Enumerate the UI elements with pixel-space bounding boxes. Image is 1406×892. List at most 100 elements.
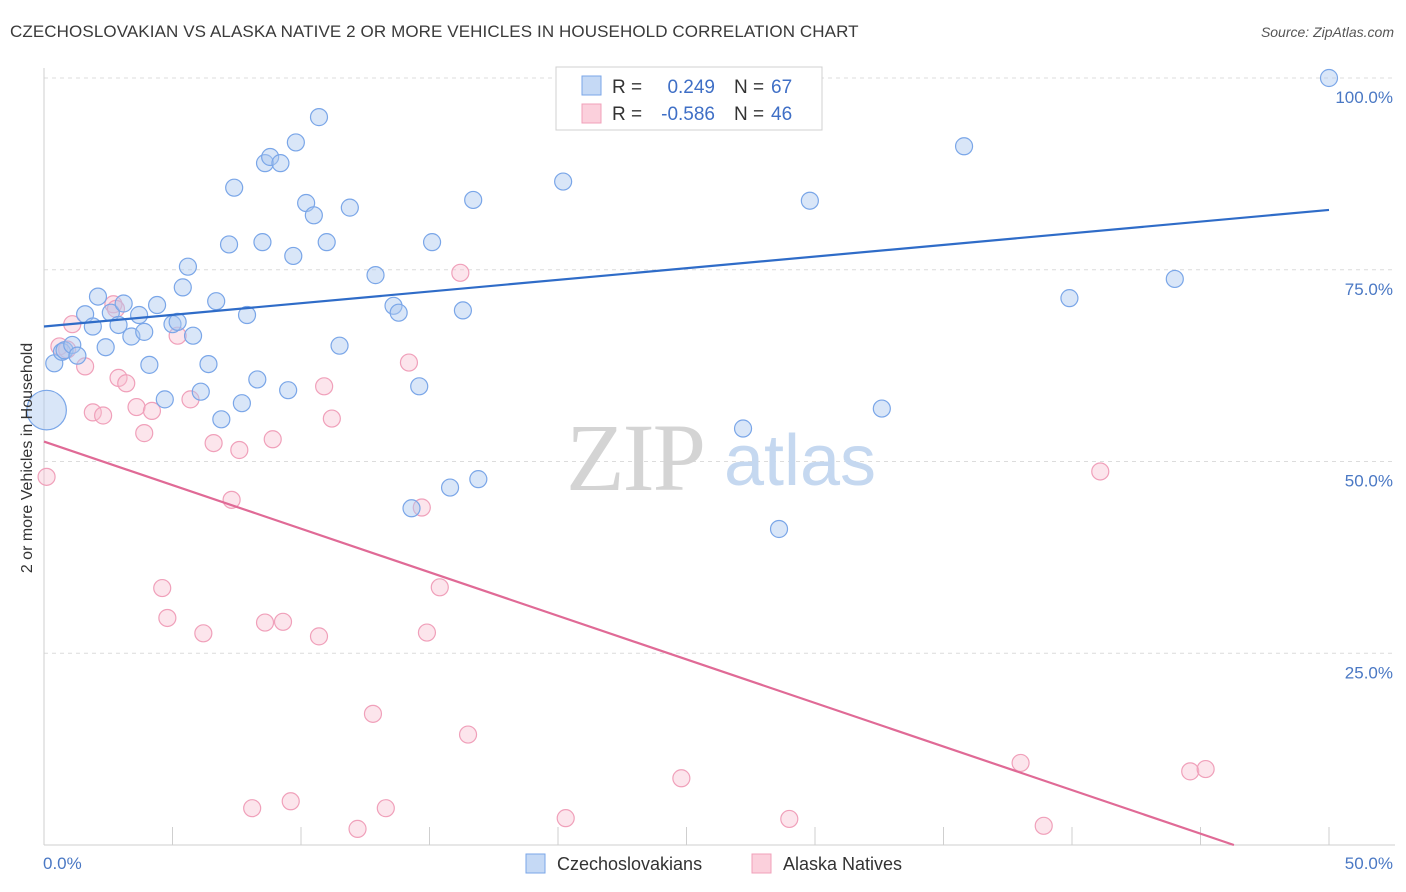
- legend-r-value-2: -0.586: [661, 104, 715, 125]
- series-legend: Czechoslovakians Alaska Natives: [525, 853, 902, 874]
- point-alaska-natives: [117, 374, 136, 393]
- point-alaska-natives: [194, 624, 213, 643]
- point-czechoslovakians: [389, 303, 408, 322]
- y-tick-label: 75.0%: [1345, 280, 1393, 299]
- point-alaska-natives: [322, 409, 341, 428]
- point-alaska-natives: [376, 799, 395, 818]
- point-alaska-natives: [142, 401, 162, 420]
- point-alaska-natives: [556, 809, 575, 828]
- y-tick-label: 100.0%: [1335, 88, 1393, 107]
- point-alaska-natives: [263, 430, 282, 449]
- legend-r-label-1: R =: [612, 77, 642, 98]
- point-czechoslovakians: [769, 519, 789, 539]
- point-alaska-natives: [363, 704, 383, 723]
- point-alaska-natives: [83, 403, 102, 422]
- point-czechoslovakians: [422, 233, 442, 252]
- point-czechoslovakians: [155, 390, 174, 409]
- point-czechoslovakians: [114, 294, 133, 313]
- point-alaska-natives: [1034, 816, 1053, 835]
- point-czechoslovakians: [63, 335, 82, 355]
- point-alaska-natives: [273, 612, 293, 631]
- point-czechoslovakians: [219, 235, 239, 254]
- point-czechoslovakians: [212, 410, 231, 429]
- trend-line-alaska-natives: [43, 440, 1235, 847]
- chart-source: Source: ZipAtlas.com: [1260, 24, 1394, 40]
- point-czechoslovakians: [286, 133, 305, 152]
- point-czechoslovakians: [191, 382, 210, 401]
- point-czechoslovakians: [26, 389, 67, 431]
- point-czechoslovakians: [309, 108, 329, 127]
- legend-swatch-pink: [581, 103, 602, 124]
- y-tick-labels: 25.0% 50.0% 75.0% 100.0%: [1335, 88, 1393, 682]
- point-alaska-natives: [417, 623, 437, 642]
- point-alaska-natives: [37, 467, 56, 486]
- bottom-legend-swatch-pink: [751, 853, 772, 874]
- point-alaska-natives: [243, 799, 262, 818]
- point-czechoslovakians: [453, 301, 473, 320]
- point-alaska-natives: [1011, 753, 1030, 773]
- point-alaska-natives: [135, 424, 154, 443]
- point-czechoslovakians: [872, 399, 891, 418]
- trend-line-czechoslovakians: [43, 208, 1330, 328]
- point-czechoslovakians: [199, 354, 218, 374]
- point-alaska-natives: [153, 578, 172, 598]
- bottom-legend-swatch-blue: [525, 853, 546, 874]
- point-alaska-natives: [281, 792, 300, 811]
- point-czechoslovakians: [330, 336, 349, 355]
- point-czechoslovakians: [183, 326, 203, 345]
- point-czechoslovakians: [317, 233, 336, 252]
- point-czechoslovakians: [554, 172, 573, 191]
- point-czechoslovakians: [135, 322, 154, 341]
- point-alaska-natives: [230, 440, 249, 460]
- gridlines: [44, 77, 1395, 654]
- point-alaska-natives: [1091, 462, 1110, 481]
- point-alaska-natives: [348, 819, 367, 838]
- point-czechoslovakians: [410, 377, 429, 396]
- legend-n-value-1: 67: [771, 77, 792, 98]
- point-czechoslovakians: [237, 305, 257, 325]
- point-czechoslovakians: [304, 206, 323, 225]
- point-alaska-natives: [127, 397, 146, 417]
- x-tick-label-right: 50.0%: [1345, 854, 1393, 873]
- legend-r-label-2: R =: [612, 104, 642, 125]
- point-czechoslovakians: [68, 346, 87, 365]
- point-czechoslovakians: [88, 287, 108, 306]
- series-czechoslovakians-points: [26, 68, 1339, 539]
- point-czechoslovakians: [440, 478, 460, 497]
- point-czechoslovakians: [954, 137, 974, 156]
- point-alaska-natives: [1181, 762, 1200, 781]
- legend-n-value-2: 46: [771, 104, 792, 125]
- point-czechoslovakians: [253, 233, 272, 252]
- legend-n-label-1: N =: [734, 77, 764, 98]
- point-czechoslovakians: [800, 191, 819, 210]
- x-tick-label-left: 0.0%: [43, 854, 82, 873]
- point-alaska-natives: [399, 353, 419, 372]
- chart-title: CZECHOSLOVAKIAN VS ALASKA NATIVE 2 OR MO…: [10, 22, 859, 41]
- point-alaska-natives: [204, 433, 223, 453]
- point-alaska-natives: [430, 578, 449, 597]
- bottom-legend-label-alaska-natives: Alaska Natives: [783, 854, 902, 874]
- y-tick-label: 25.0%: [1345, 663, 1393, 682]
- point-czechoslovakians: [402, 499, 421, 518]
- legend-swatch-blue: [581, 75, 602, 96]
- point-czechoslovakians: [1060, 289, 1079, 308]
- series-alaska-natives-points: [37, 263, 1215, 838]
- point-czechoslovakians: [140, 355, 159, 374]
- point-alaska-natives: [412, 498, 431, 517]
- point-czechoslovakians: [271, 154, 290, 173]
- point-czechoslovakians: [129, 305, 149, 325]
- point-alaska-natives: [780, 809, 799, 829]
- point-alaska-natives: [168, 326, 187, 345]
- point-alaska-natives: [672, 769, 691, 788]
- point-czechoslovakians: [96, 338, 115, 357]
- point-czechoslovakians: [261, 147, 280, 167]
- point-alaska-natives: [1196, 759, 1215, 779]
- point-czechoslovakians: [464, 190, 483, 210]
- point-alaska-natives: [255, 613, 275, 632]
- point-czechoslovakians: [147, 295, 167, 315]
- point-alaska-natives: [158, 608, 177, 628]
- watermark-zip: ZIP: [566, 404, 704, 511]
- point-czechoslovakians: [225, 178, 244, 197]
- point-czechoslovakians: [733, 419, 753, 438]
